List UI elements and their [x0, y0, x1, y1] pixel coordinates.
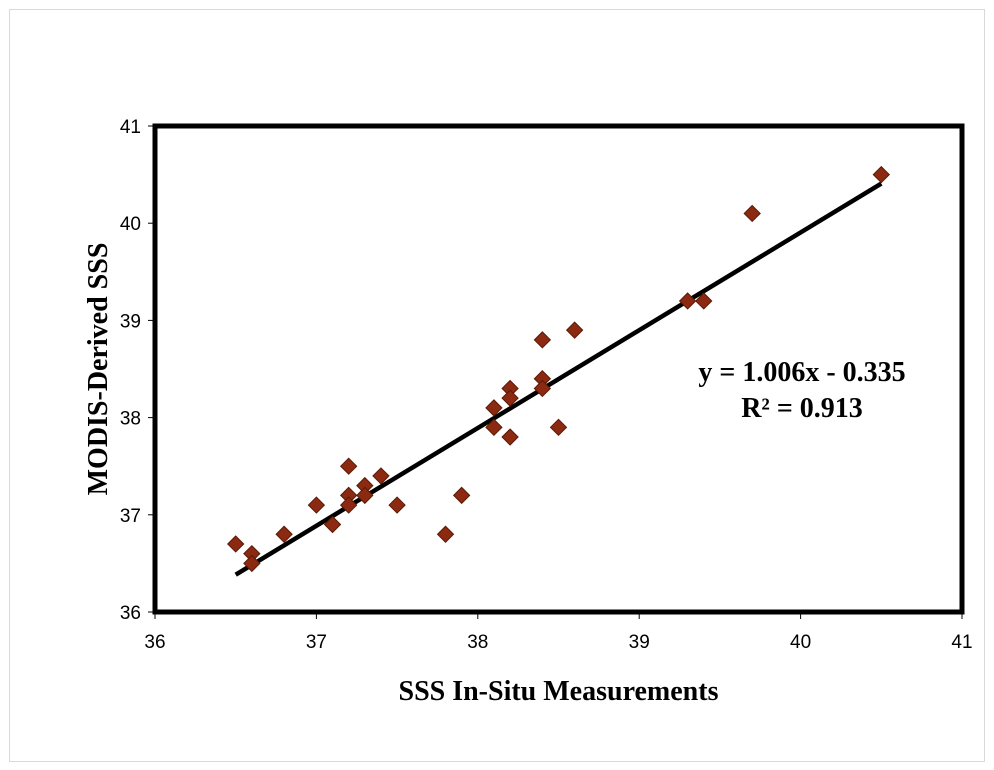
- trendline: [234, 181, 883, 577]
- data-point: [743, 204, 761, 223]
- y-tick-label: 38: [120, 409, 141, 430]
- data-point: [533, 331, 552, 349]
- y-tick-label: 36: [120, 603, 141, 624]
- x-tick-label: 40: [790, 632, 811, 653]
- data-point: [485, 418, 503, 437]
- data-point: [388, 496, 406, 514]
- data-point: [226, 535, 245, 553]
- data-points-layer: [226, 165, 891, 573]
- data-point: [339, 457, 358, 475]
- data-point: [485, 399, 503, 417]
- x-tick-label: 41: [951, 632, 972, 653]
- data-point: [678, 292, 697, 310]
- outer-border: [9, 9, 985, 762]
- data-point: [501, 389, 519, 407]
- data-point: [549, 418, 568, 437]
- r-squared-label: R² = 0.913: [741, 393, 863, 424]
- data-point: [243, 554, 261, 573]
- data-point: [356, 486, 374, 505]
- data-point: [695, 292, 713, 310]
- x-axis-title: SSS In-Situ Measurements: [399, 676, 719, 707]
- y-tick-label: 40: [120, 214, 141, 235]
- data-point: [872, 165, 891, 184]
- data-point: [565, 321, 584, 339]
- plot-area-border: [152, 123, 965, 615]
- data-point: [372, 467, 390, 485]
- x-tick-label: 38: [467, 632, 488, 653]
- data-point: [323, 515, 342, 534]
- data-point: [436, 525, 455, 543]
- y-tick-label: 39: [120, 311, 141, 332]
- data-point: [307, 496, 326, 514]
- x-tick-label: 36: [144, 632, 165, 653]
- data-point: [501, 428, 519, 446]
- x-tick-labels: 36 37 38 39 40 41: [144, 632, 972, 653]
- x-tick-label: 37: [306, 632, 327, 653]
- y-tick-labels: 36 37 38 39 40 41: [120, 117, 141, 624]
- y-tick-label: 37: [120, 506, 141, 527]
- data-point: [452, 486, 471, 505]
- y-tick-label: 41: [120, 117, 141, 138]
- data-point: [275, 525, 293, 543]
- x-tick-label: 39: [629, 632, 650, 653]
- trendline-equation: y = 1.006x - 0.335: [698, 357, 905, 388]
- data-point: [533, 379, 552, 398]
- trendline-layer: [234, 181, 883, 577]
- y-axis-title: MODIS-Derived SSS: [83, 243, 114, 496]
- data-point: [339, 496, 358, 514]
